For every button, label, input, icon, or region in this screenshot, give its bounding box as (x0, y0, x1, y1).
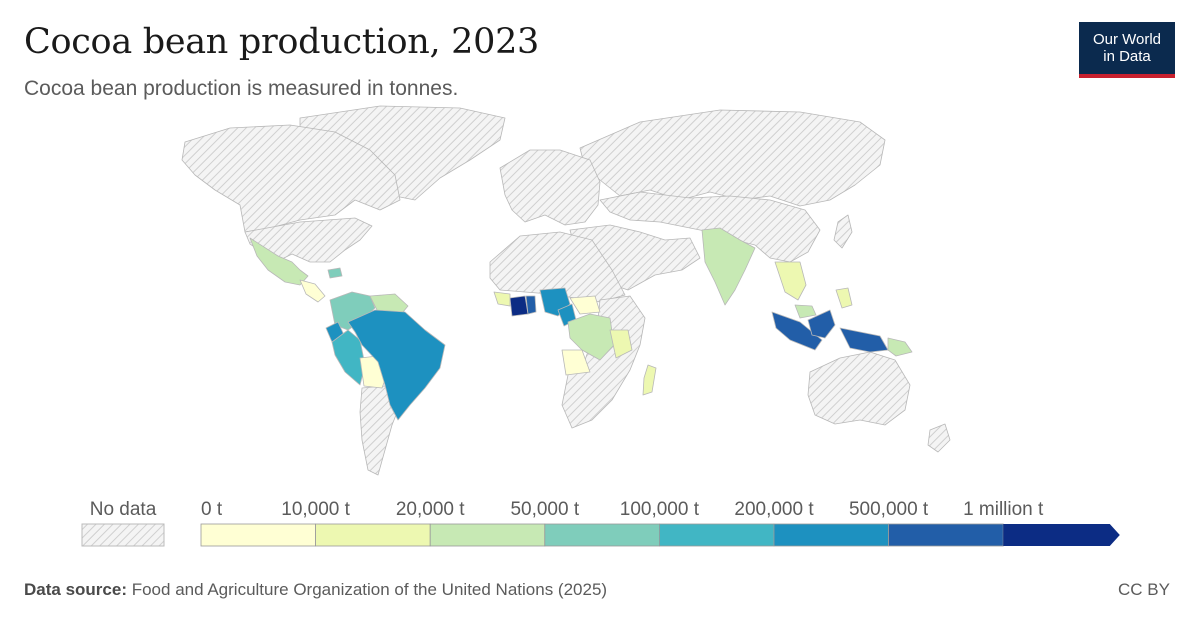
new-zealand[interactable] (927, 423, 951, 453)
indonesia-sulawesi[interactable] (807, 309, 836, 339)
madagascar[interactable] (642, 364, 657, 396)
india[interactable] (701, 227, 756, 306)
philippines[interactable] (835, 287, 853, 309)
central-african-region[interactable] (569, 295, 601, 315)
legend-no-data-swatch[interactable] (81, 523, 165, 547)
map-legend: No data 0 t 10,000 t 20,000 t 50,000 t 100,0… (81, 499, 1120, 547)
indonesia-west[interactable] (771, 311, 823, 351)
chart-title: Cocoa bean production, 2023 (24, 22, 540, 62)
legend-label-1: 10,000 t (281, 499, 350, 520)
legend-label-2: 20,000 t (396, 499, 465, 520)
mexico[interactable] (249, 237, 309, 286)
chart-subtitle: Cocoa bean production is measured in ton… (24, 77, 459, 100)
world-map[interactable] (0, 100, 1200, 500)
legend-bin-2[interactable] (429, 523, 546, 547)
angola[interactable] (561, 349, 591, 376)
australia[interactable] (807, 351, 911, 426)
malaysia[interactable] (794, 304, 817, 319)
canada-alaska[interactable] (181, 124, 401, 233)
central-asia-china[interactable] (599, 191, 821, 263)
legend-label-3: 50,000 t (510, 499, 579, 520)
dominican-republic[interactable] (327, 267, 343, 279)
russia[interactable] (579, 109, 886, 207)
ghana[interactable] (525, 295, 537, 315)
dr-congo[interactable] (567, 313, 615, 361)
legend-bin-5[interactable] (773, 523, 889, 547)
legend-label-4: 100,000 t (620, 499, 700, 520)
legend-bin-7[interactable] (1003, 524, 1120, 546)
legend-bin-4[interactable] (659, 523, 775, 547)
brazil[interactable] (347, 309, 446, 421)
tanzania[interactable] (609, 329, 633, 359)
southeast-asia-mainland[interactable] (774, 261, 807, 301)
legend-bin-6[interactable] (888, 523, 1004, 547)
owid-logo[interactable]: Our World in Data (1079, 22, 1175, 78)
legend-label-6: 500,000 t (849, 499, 929, 520)
legend-bin-3[interactable] (544, 523, 660, 547)
papua-new-guinea[interactable] (887, 337, 913, 357)
logo-line-1: Our World (1092, 31, 1162, 48)
legend-label-7: 1 million t (963, 499, 1044, 520)
data-source-label: Data source: (24, 580, 127, 599)
cote-divoire[interactable] (509, 295, 529, 317)
legend-bin-0[interactable] (200, 523, 316, 547)
legend-label-0: 0 t (201, 499, 223, 520)
data-source-text[interactable]: Food and Agriculture Organization of the… (131, 580, 608, 599)
legend-no-data-label: No data (90, 499, 157, 520)
logo-line-2: in Data (1103, 48, 1151, 65)
central-america[interactable] (299, 279, 326, 303)
data-source: Data source: Food and Agriculture Organi… (24, 580, 607, 600)
legend-label-5: 200,000 t (734, 499, 814, 520)
west-africa-small[interactable] (493, 291, 511, 307)
europe[interactable] (499, 149, 601, 226)
indonesia-east[interactable] (839, 327, 889, 353)
license[interactable]: CC BY (1118, 580, 1170, 599)
japan[interactable] (833, 214, 853, 249)
legend-bin-1[interactable] (315, 523, 431, 547)
